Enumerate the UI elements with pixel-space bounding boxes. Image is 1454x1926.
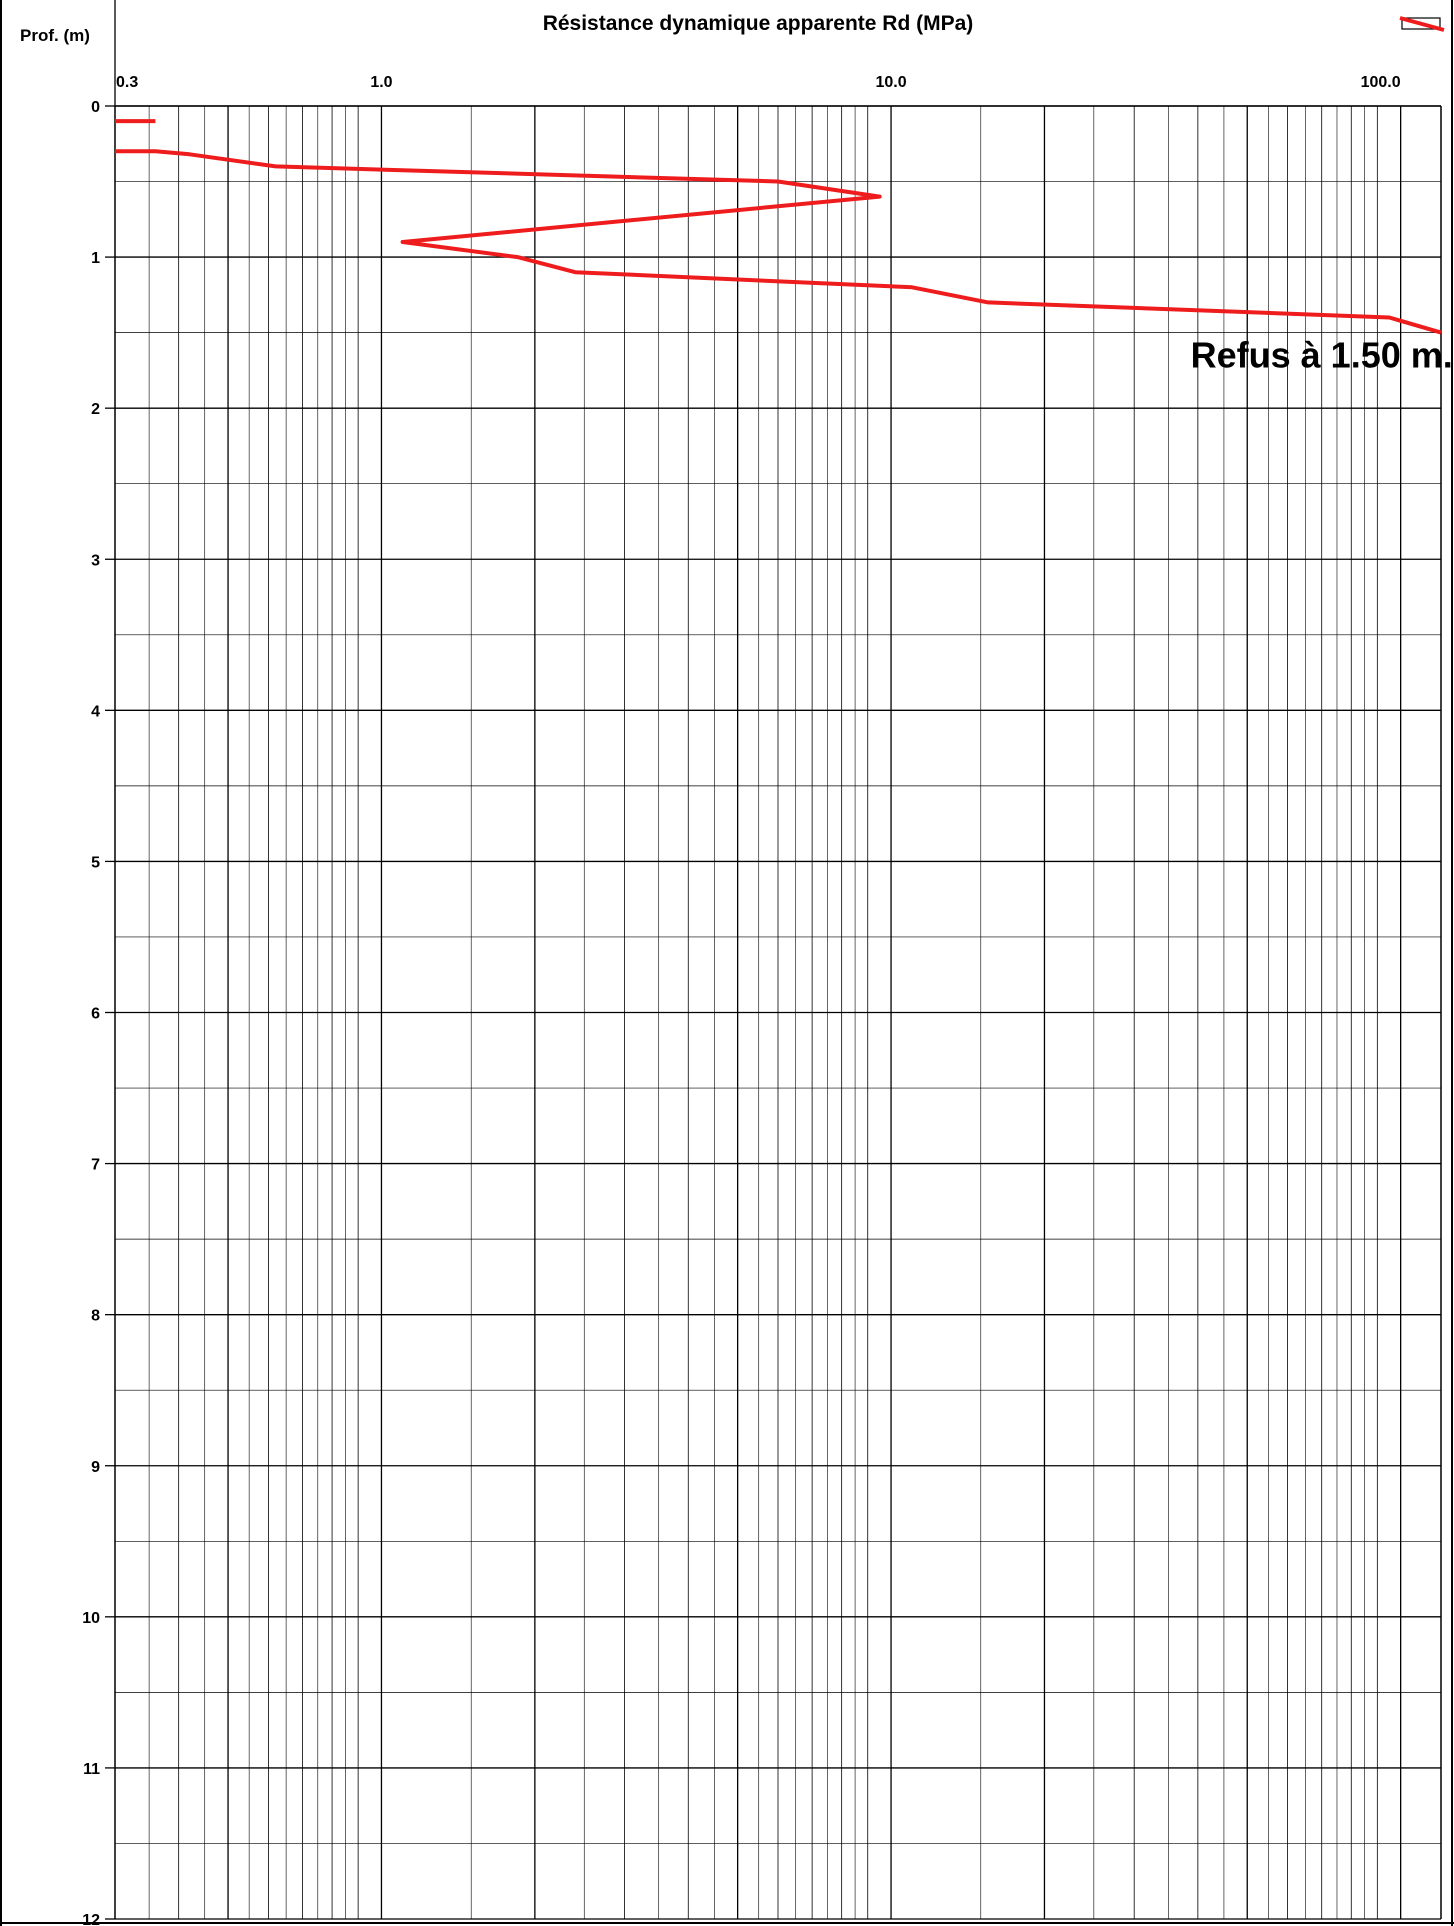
annotations: Refus à 1.50 m. — [1191, 334, 1453, 375]
y-axis-label: Prof. (m) — [20, 26, 90, 45]
y-tick-label: 4 — [91, 703, 100, 720]
legend — [1399, 16, 1445, 32]
y-tick-label: 9 — [91, 1459, 100, 1476]
y-tick-label: 10 — [82, 1610, 100, 1627]
x-tick-label: 0.3 — [116, 74, 138, 91]
y-tick-label: 12 — [82, 1912, 100, 1926]
x-tick-label: 10.0 — [875, 74, 906, 91]
y-tick-label: 0 — [91, 99, 100, 116]
x-tick-labels: 0.3 1.0 10.0 100.0 — [116, 74, 1401, 91]
data-series — [114, 119, 1442, 335]
y-tick-label: 11 — [83, 1761, 100, 1778]
chart-title: Résistance dynamique apparente Rd (MPa) — [543, 12, 974, 35]
y-tick-label: 2 — [91, 401, 100, 418]
x-tick-label: 1.0 — [370, 74, 392, 91]
y-tick-label: 7 — [91, 1157, 100, 1174]
y-tick-label: 8 — [91, 1308, 100, 1325]
x-tick-label: 100.0 — [1361, 74, 1401, 91]
refusal-annotation: Refus à 1.50 m. — [1191, 334, 1453, 375]
grid — [105, 105, 1441, 1920]
y-tick-label: 1 — [91, 250, 100, 267]
legend-line-swatch — [1399, 16, 1445, 32]
series-line — [115, 149, 1442, 335]
y-tick-label: 3 — [91, 552, 100, 569]
y-tick-label: 6 — [91, 1006, 100, 1023]
y-tick-label: 5 — [91, 854, 100, 871]
